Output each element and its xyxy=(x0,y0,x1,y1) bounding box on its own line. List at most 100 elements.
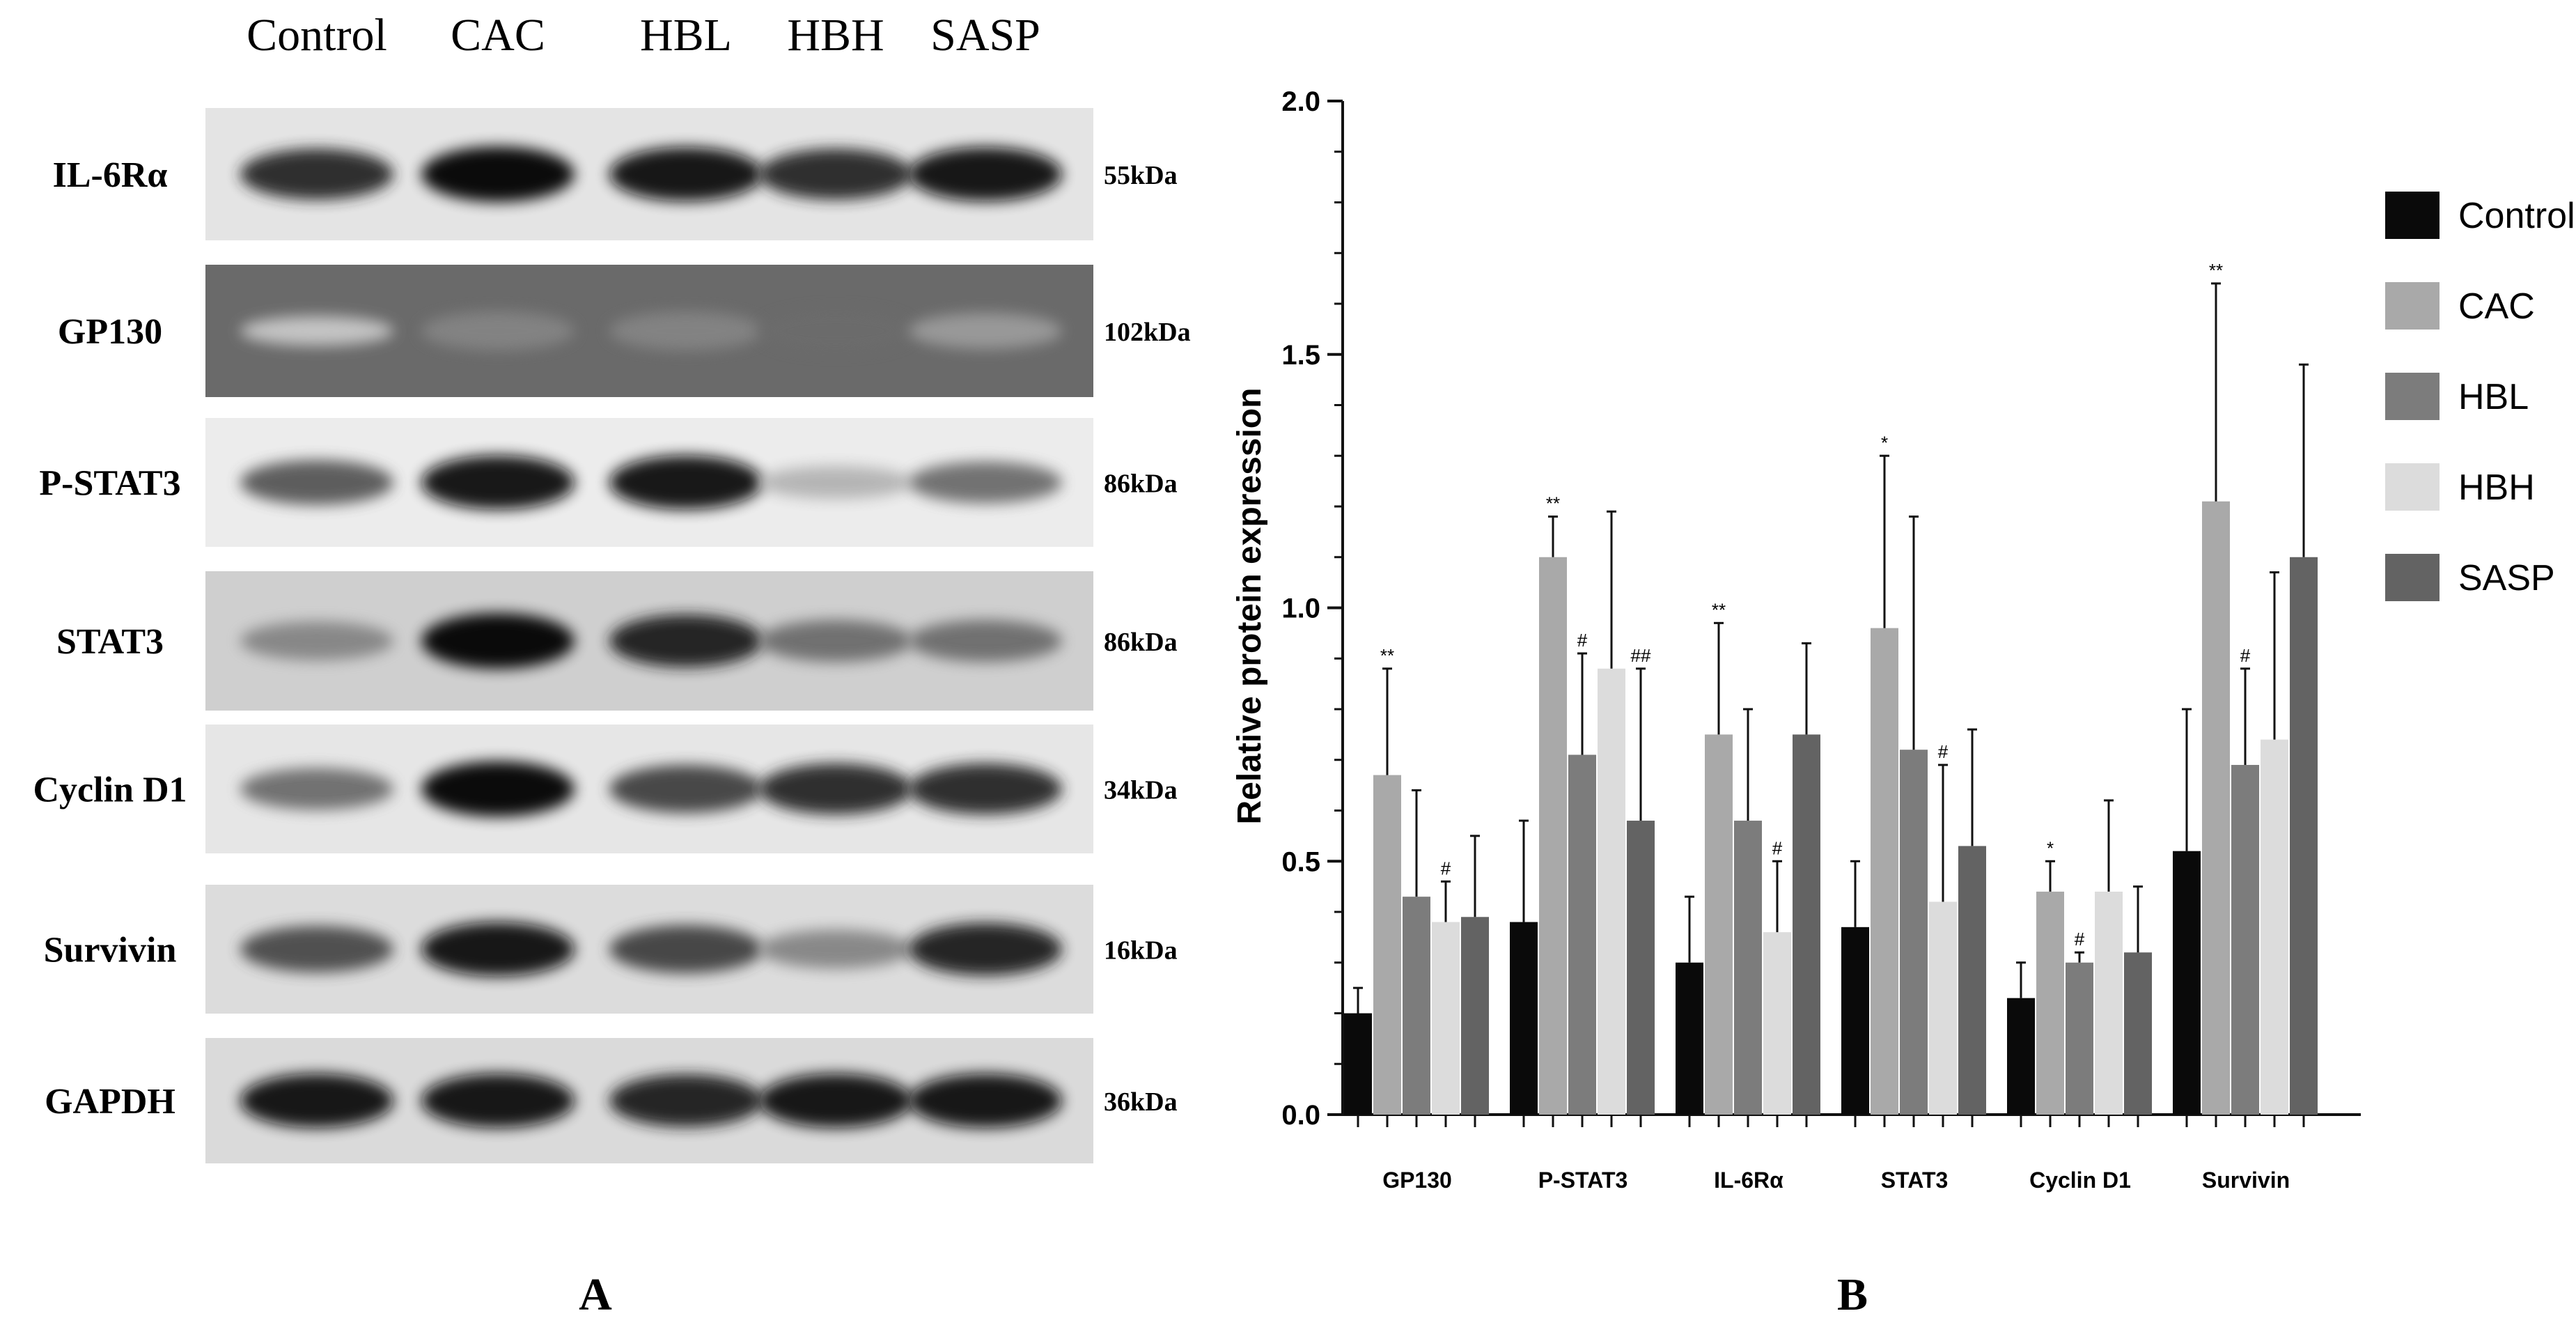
bar-control xyxy=(1676,962,1703,1115)
bar-sasp xyxy=(2124,952,2152,1115)
blot-band xyxy=(421,613,575,669)
bar-cac xyxy=(2202,501,2230,1115)
blot-band xyxy=(609,311,763,350)
blot-band xyxy=(609,614,763,667)
lane-label-control: Control xyxy=(247,10,387,61)
blot-band xyxy=(759,466,912,499)
y-axis-label: Relative protein expression xyxy=(1231,388,1268,825)
kda-label: 86kDa xyxy=(1104,470,1178,499)
bar-sasp xyxy=(1627,821,1655,1115)
category-label: Survivin xyxy=(2202,1168,2290,1193)
significance-mark: # xyxy=(1577,630,1588,651)
bar-hbh xyxy=(2095,891,2123,1115)
blot-band xyxy=(240,148,393,200)
blot-rows: IL-6Rα 55kDa GP130 102kDa P-STAT3 86kDa STAT3 8… xyxy=(33,108,1191,1163)
bar-hbl xyxy=(1900,750,1928,1115)
kda-label: 34kDa xyxy=(1104,776,1178,805)
blot-row: GP130 102kDa xyxy=(58,265,1191,397)
bar-hbl xyxy=(2231,765,2259,1115)
bar-control xyxy=(1510,922,1538,1115)
blot-row: Survivin 16kDa xyxy=(44,885,1178,1014)
significance-mark: ## xyxy=(1631,645,1651,666)
protein-label: Survivin xyxy=(44,931,177,970)
significance-mark: # xyxy=(1772,837,1783,858)
blot-row: GAPDH 36kDa xyxy=(45,1038,1178,1163)
bar-cac xyxy=(1871,628,1898,1115)
protein-label: STAT3 xyxy=(56,622,164,662)
lane-label-sasp: SASP xyxy=(930,10,1040,61)
significance-mark: ** xyxy=(2209,260,2223,281)
kda-label: 55kDa xyxy=(1104,161,1178,190)
legend-swatch xyxy=(2385,463,2440,511)
significance-mark: # xyxy=(2240,645,2251,666)
legend-swatch xyxy=(2385,192,2440,239)
legend-label: HBL xyxy=(2458,377,2529,417)
y-tick-label: 2.0 xyxy=(1281,86,1320,117)
protein-label: GAPDH xyxy=(45,1082,175,1122)
bar-hbl xyxy=(1734,821,1762,1115)
blot-row: IL-6Rα 55kDa xyxy=(53,108,1178,240)
blot-band xyxy=(240,926,393,973)
blot-band xyxy=(421,311,575,350)
significance-mark: * xyxy=(1881,432,1888,453)
bar-hbl xyxy=(1403,897,1430,1115)
legend-label: SASP xyxy=(2458,558,2555,598)
legend-swatch xyxy=(2385,373,2440,420)
protein-label: P-STAT3 xyxy=(39,464,180,504)
panel-a-letter: A xyxy=(579,1269,612,1320)
kda-label: 36kDa xyxy=(1104,1087,1178,1117)
bar-control xyxy=(2007,998,2035,1115)
blot-band xyxy=(240,460,393,505)
blot-band xyxy=(421,455,575,510)
blot-band xyxy=(240,768,393,810)
blot-band xyxy=(909,763,1062,815)
significance-mark: ** xyxy=(1380,645,1394,666)
bar-hbh xyxy=(2261,739,2288,1115)
category-label: STAT3 xyxy=(1881,1168,1949,1193)
blot-band xyxy=(759,309,912,352)
category-label: GP130 xyxy=(1382,1168,1452,1193)
blot-band xyxy=(909,461,1062,504)
significance-mark: # xyxy=(2075,929,2085,950)
blot-band xyxy=(909,1074,1062,1128)
y-tick-label: 0.5 xyxy=(1281,846,1320,877)
bar-hbl xyxy=(2066,962,2093,1115)
bar-sasp xyxy=(1958,846,1986,1115)
significance-mark: * xyxy=(2047,837,2054,858)
chart-significance-marks: **#**###**#*#*#**# xyxy=(1380,260,2251,950)
blot-band xyxy=(421,146,575,202)
blot-band xyxy=(421,1074,575,1128)
kda-label: 16kDa xyxy=(1104,936,1178,966)
blot-band xyxy=(759,148,912,200)
bar-sasp xyxy=(1793,734,1820,1115)
bar-control xyxy=(1344,1013,1372,1115)
chart-error-bars xyxy=(1353,282,2309,1014)
category-label: P-STAT3 xyxy=(1538,1168,1628,1193)
bar-hbh xyxy=(1432,922,1460,1115)
bar-sasp xyxy=(1461,917,1489,1115)
western-blot-panel: Control CAC HBL HBH SASP IL-6Rα 55kDa GP130 102… xyxy=(33,10,1191,1320)
protein-label: IL-6Rα xyxy=(53,155,168,195)
bar-sasp xyxy=(2290,557,2318,1115)
blot-band xyxy=(240,1074,393,1128)
blot-band xyxy=(909,147,1062,201)
blot-band xyxy=(759,763,912,815)
bar-hbh xyxy=(1763,932,1791,1115)
category-label: IL-6Rα xyxy=(1714,1168,1783,1193)
significance-mark: ** xyxy=(1712,599,1726,620)
legend-label: HBH xyxy=(2458,467,2535,508)
kda-label: 102kDa xyxy=(1104,318,1191,347)
panel-b-letter: B xyxy=(1837,1269,1868,1320)
blot-band xyxy=(759,619,912,662)
blot-band xyxy=(609,1074,763,1127)
y-tick-label: 0.0 xyxy=(1281,1100,1320,1131)
blot-band xyxy=(759,1074,912,1128)
protein-label: GP130 xyxy=(58,312,162,352)
blot-band xyxy=(421,761,575,817)
significance-mark: # xyxy=(1938,741,1949,762)
lane-label-hbh: HBH xyxy=(787,10,884,61)
bar-cac xyxy=(1705,734,1733,1115)
lane-labels: Control CAC HBL HBH SASP xyxy=(247,10,1040,61)
blot-band xyxy=(240,621,393,660)
